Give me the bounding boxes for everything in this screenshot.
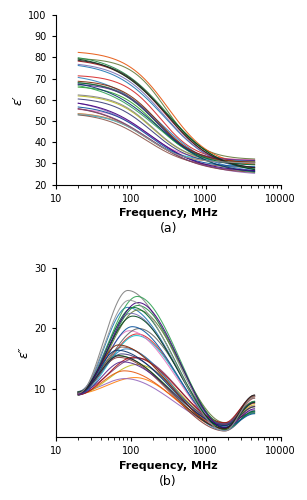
Y-axis label: ε″: ε″ xyxy=(17,347,30,358)
Text: (b): (b) xyxy=(159,474,177,488)
X-axis label: Frequency, MHz: Frequency, MHz xyxy=(119,460,217,470)
Y-axis label: ε′: ε′ xyxy=(11,95,24,104)
Text: (a): (a) xyxy=(159,222,177,235)
X-axis label: Frequency, MHz: Frequency, MHz xyxy=(119,208,217,218)
